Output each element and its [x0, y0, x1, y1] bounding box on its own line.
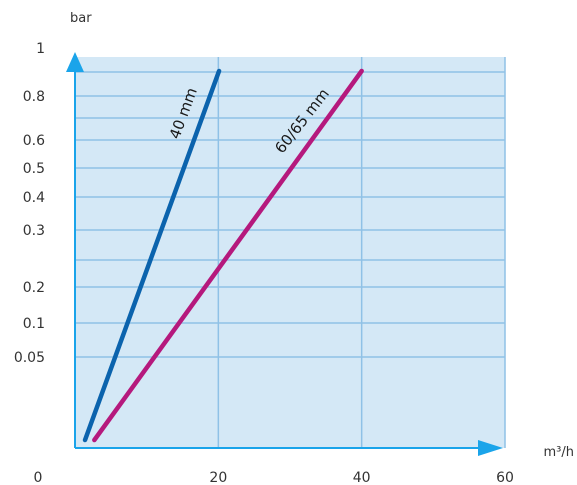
x-axis-unit: m³/h	[544, 445, 575, 460]
y-tick-label: 0.05	[14, 350, 45, 366]
series-group	[82, 68, 364, 443]
y-tick-label: 0.5	[23, 161, 45, 177]
y-axis-arrow	[66, 52, 84, 72]
y-tick-label: 1	[36, 41, 45, 57]
y-tick-label: 0.4	[23, 190, 45, 206]
plot-area	[75, 57, 505, 448]
series-line-1	[92, 68, 364, 443]
y-axis-unit: bar	[70, 11, 92, 26]
y-tick-label: 0.1	[23, 316, 45, 332]
x-tick-label: 0	[34, 470, 43, 485]
y-tick-label: 0.3	[23, 223, 45, 239]
x-axis-arrow	[478, 440, 503, 456]
x-tick-label: 40	[353, 470, 371, 485]
x-tick-label: 20	[209, 470, 227, 485]
y-tick-label: 0.2	[23, 280, 45, 296]
y-tick-label: 0.8	[23, 89, 45, 105]
y-tick-label: 0.6	[23, 133, 45, 149]
x-tick-label: 60	[496, 470, 514, 485]
series-line-0	[82, 68, 222, 443]
axes	[66, 52, 503, 456]
